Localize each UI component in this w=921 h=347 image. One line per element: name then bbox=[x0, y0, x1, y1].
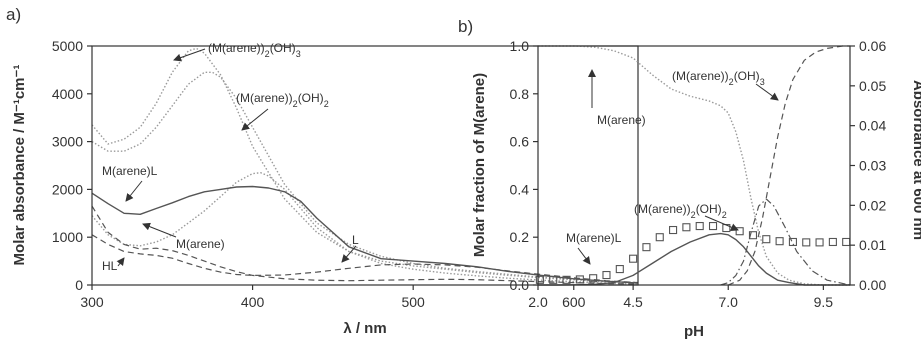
arrow-a-oh2 bbox=[241, 108, 269, 131]
absorbance-marker bbox=[655, 233, 664, 242]
y2-tick-label: 0.01 bbox=[859, 237, 886, 253]
y-tick-label: 2000 bbox=[52, 181, 83, 197]
absorbance-marker bbox=[695, 221, 704, 231]
annotation-b-marenel: M(arene)L bbox=[566, 231, 622, 245]
annotation-b-marene: M(arene) bbox=[597, 113, 646, 127]
absorbance-marker bbox=[815, 238, 824, 247]
absorbance-marker bbox=[562, 275, 571, 284]
absorbance-marker bbox=[788, 237, 797, 247]
annotation-a-oh3: (M(arene))2(OH)3 bbox=[208, 41, 301, 59]
absorbance-marker bbox=[602, 270, 611, 280]
arrow-b-oh2 bbox=[704, 215, 739, 231]
x-axis-label-b: pH bbox=[684, 323, 704, 340]
series-line--m-arene-2-oh-3 bbox=[91, 47, 639, 284]
annotation-a-oh2: (M(arene))2(OH)2 bbox=[236, 91, 329, 109]
x-tick-label: 2.0 bbox=[528, 294, 548, 310]
series-line-m-arene- bbox=[91, 172, 639, 285]
absorbance-marker bbox=[802, 238, 811, 247]
absorbance-marker bbox=[629, 254, 638, 263]
panel-b: b) 2.0 4.5 7.0 9.5 0.0 0.2 0.4 0.6 0.8 1.0 0.00 0.0… bbox=[458, 17, 921, 340]
series-line-m-arene-l bbox=[538, 232, 850, 286]
absorbance-marker bbox=[708, 221, 718, 231]
y-tick-label: 0.0 bbox=[510, 277, 530, 293]
x-tick-label: 600 bbox=[562, 294, 586, 310]
panel-a-label: a) bbox=[6, 5, 21, 24]
absorbance-marker bbox=[775, 237, 784, 246]
y-tick-label: 0.6 bbox=[510, 134, 530, 150]
series-line--m-arene-2-oh-2 bbox=[720, 198, 851, 286]
absorbance-marker bbox=[615, 265, 624, 274]
y2-tick-label: 0.02 bbox=[859, 197, 886, 213]
absorbance-marker bbox=[735, 227, 744, 236]
y2-tick-label: 0.05 bbox=[859, 78, 886, 94]
y-tick-label: 4000 bbox=[52, 86, 83, 102]
arrow-b-oh3 bbox=[755, 83, 779, 101]
series-line-m-arene-l bbox=[91, 185, 639, 284]
x-tick-label: 7.0 bbox=[719, 294, 739, 310]
x-axis-label-a: λ / nm bbox=[343, 320, 386, 337]
plot-area-b bbox=[537, 45, 851, 286]
x-tick-label: 500 bbox=[401, 294, 425, 310]
annotation-b-oh3: (M(arene))2(OH)3 bbox=[672, 69, 765, 87]
panel-b-label: b) bbox=[458, 17, 473, 36]
absorbance-marker bbox=[828, 237, 837, 247]
y-tick-label: 1.0 bbox=[510, 38, 530, 54]
panel-a: a) 300 400 500 600 0 1000 2000 3000 4000 5000 λ /… bbox=[6, 5, 639, 337]
arrow-a-marene bbox=[142, 222, 177, 238]
absorbance-marker bbox=[589, 274, 598, 283]
absorbance-marker bbox=[535, 275, 544, 284]
y-tick-label: 3000 bbox=[52, 134, 83, 150]
absorbance-marker bbox=[682, 223, 691, 232]
absorbance-marker bbox=[642, 243, 651, 252]
absorbance-marker bbox=[575, 275, 584, 284]
arrow-a-oh3 bbox=[173, 48, 206, 62]
annotation-a-marene: M(arene) bbox=[176, 237, 225, 251]
arrow-a-marenel bbox=[125, 180, 143, 202]
series-line-l bbox=[91, 234, 639, 284]
x-tick-label: 400 bbox=[241, 294, 265, 310]
y2-tick-label: 0.00 bbox=[859, 277, 886, 293]
arrow-a-hl bbox=[116, 257, 125, 267]
series-line--m-arene-2-oh-2 bbox=[91, 71, 639, 284]
y2-tick-label: 0.03 bbox=[859, 158, 886, 174]
y-tick-label: 0.4 bbox=[510, 181, 530, 197]
x-tick-label: 4.5 bbox=[623, 294, 643, 310]
annotation-a-marenel: M(arene)L bbox=[102, 164, 158, 178]
x-tick-label: 300 bbox=[80, 294, 104, 310]
plot-area-a bbox=[91, 45, 639, 286]
y-tick-label: 0.8 bbox=[510, 86, 530, 102]
absorbance-marker bbox=[748, 231, 758, 240]
series-line-hl bbox=[91, 205, 639, 285]
absorbance-marker bbox=[762, 235, 771, 244]
y-tick-label: 5000 bbox=[52, 38, 83, 54]
annotation-a-hl: HL bbox=[102, 259, 118, 273]
absorbance-marker bbox=[842, 237, 851, 247]
y-axis-label-b: Molar fraction of M(arene) bbox=[471, 73, 488, 257]
y-tick-label: 0 bbox=[75, 277, 83, 293]
annotation-a-l: L bbox=[352, 233, 359, 247]
y2-axis-label-b: Absorbance at 600 nm bbox=[910, 80, 921, 240]
y-axis-label-a: Molar absorbance / M⁻¹cm⁻¹ bbox=[11, 65, 28, 266]
y2-tick-label: 0.06 bbox=[859, 38, 886, 54]
x-tick-label: 9.5 bbox=[814, 294, 834, 310]
arrow-b-marenel bbox=[577, 247, 591, 265]
absorbance-marker bbox=[669, 225, 678, 235]
arrow-a-l bbox=[341, 245, 357, 263]
absorbance-marker bbox=[549, 275, 558, 284]
y-tick-label: 0.2 bbox=[510, 229, 530, 245]
annotation-b-oh2: (M(arene))2(OH)2 bbox=[634, 202, 727, 220]
y2-tick-label: 0.04 bbox=[859, 118, 886, 134]
y-tick-label: 1000 bbox=[52, 229, 83, 245]
